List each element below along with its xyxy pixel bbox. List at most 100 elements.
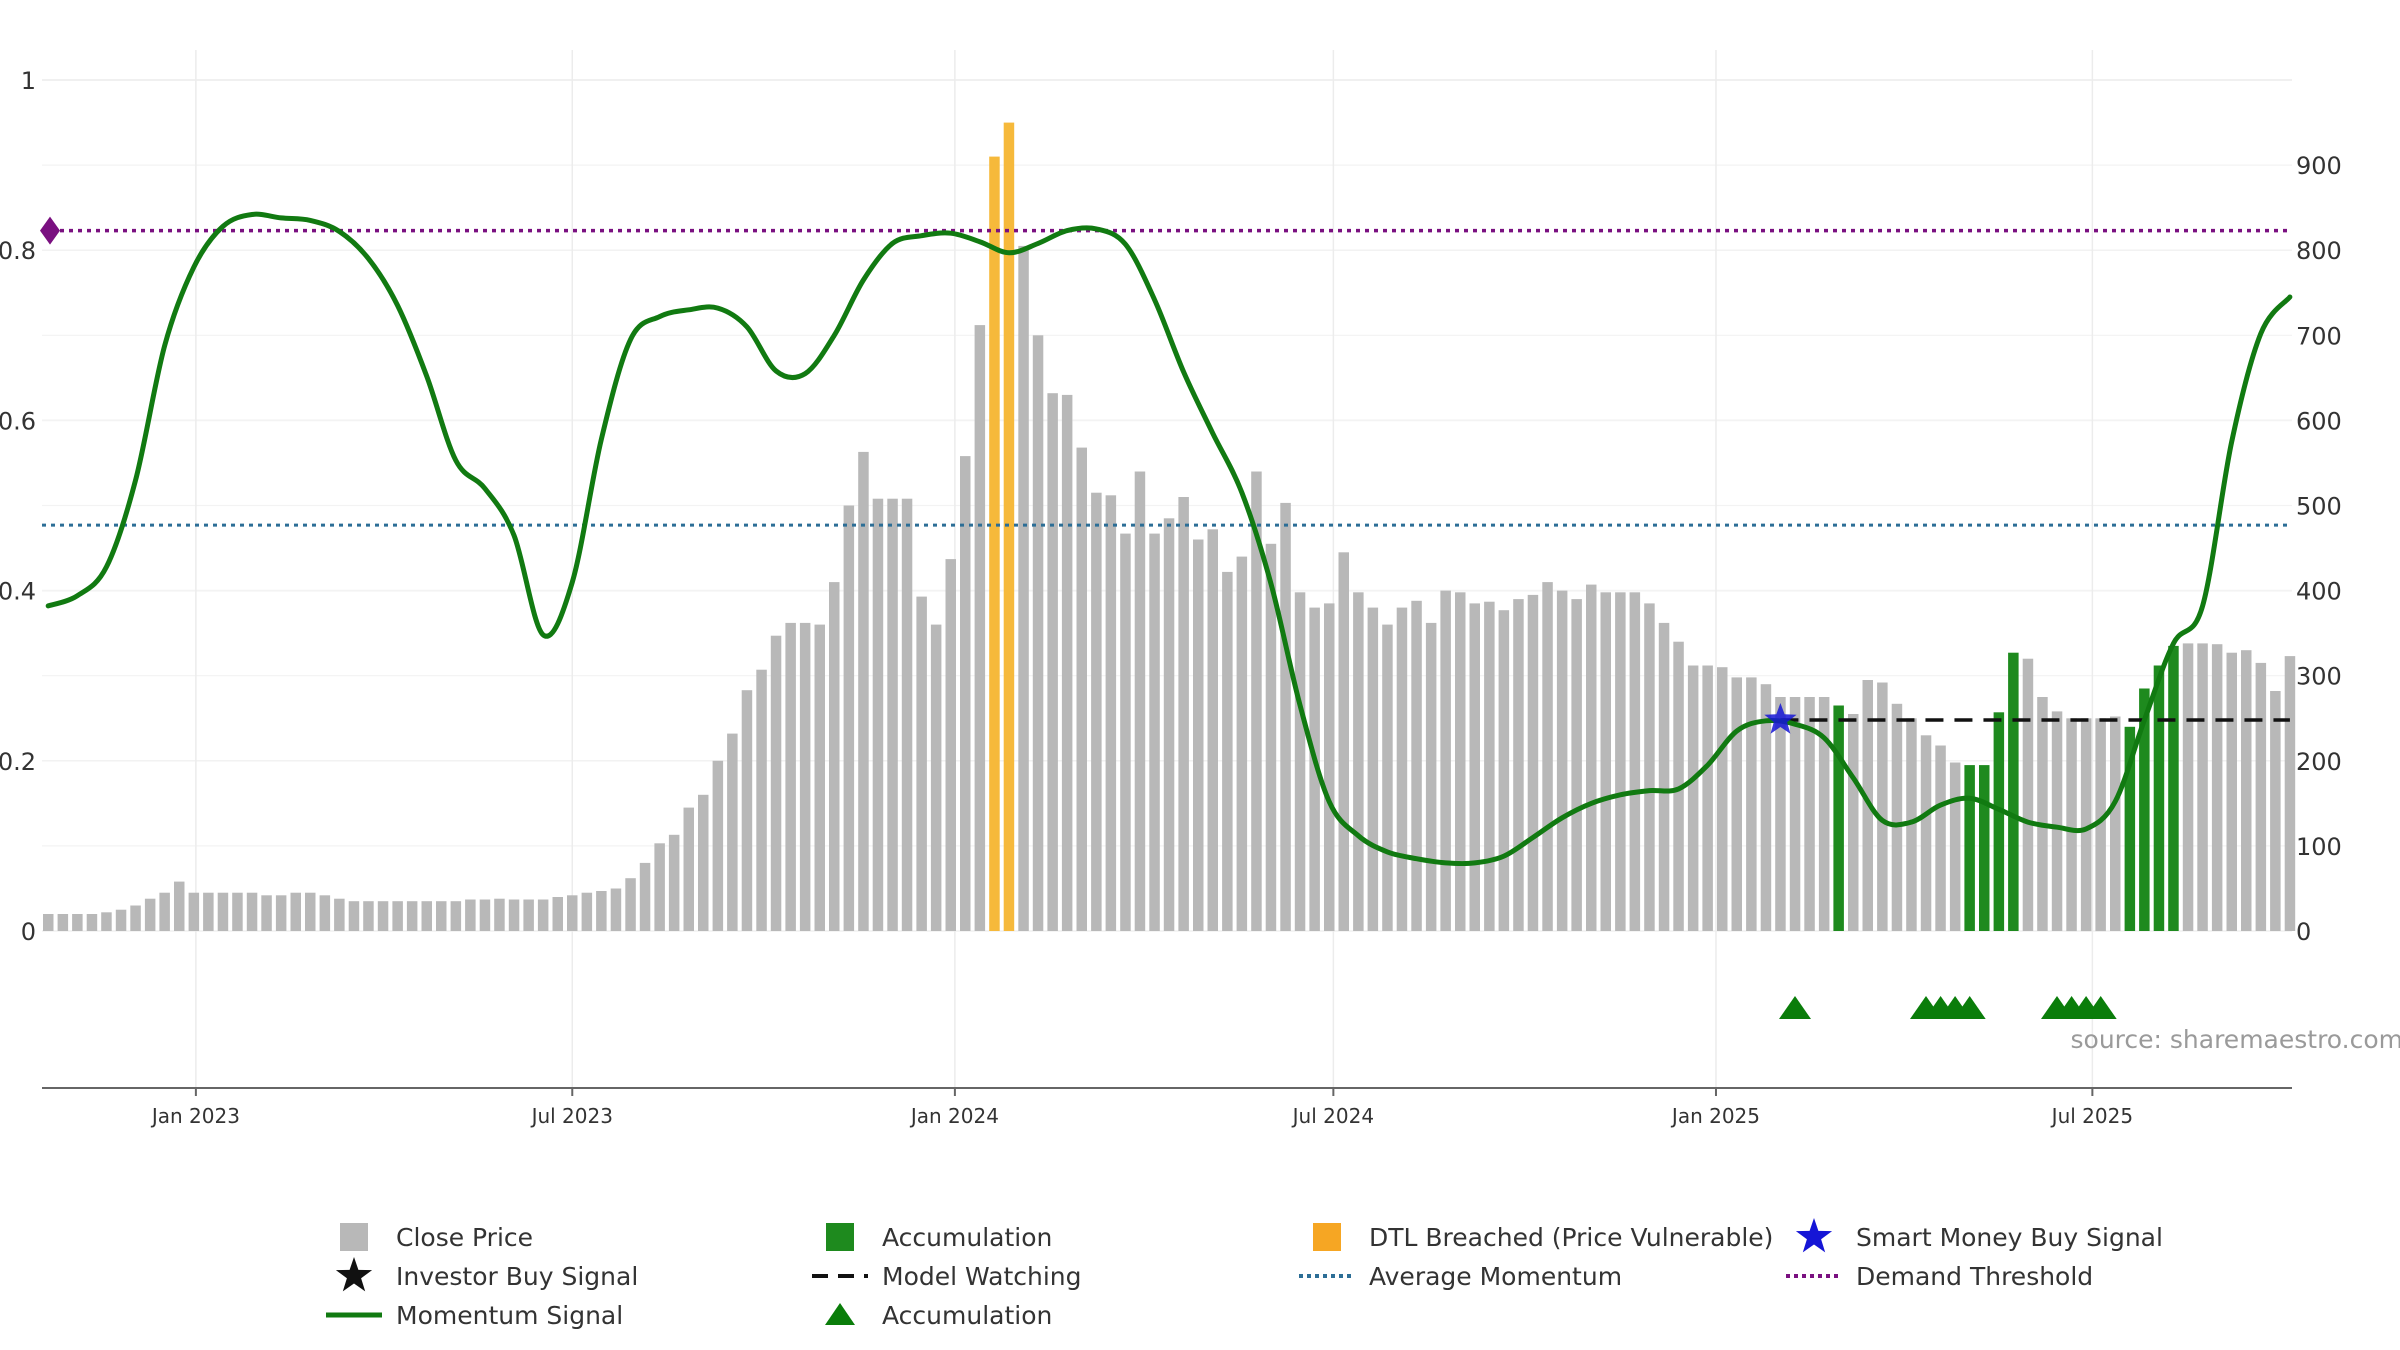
close-price-bar	[1265, 543, 1277, 931]
close-price-bar	[654, 843, 665, 931]
accumulation-bar	[1993, 712, 2005, 931]
close-price-bar	[639, 862, 651, 931]
close-price-bar	[727, 733, 738, 931]
left-y-tick-label: 0.6	[0, 407, 36, 435]
close-price-bar	[552, 897, 563, 931]
close-price-bar	[1702, 665, 1713, 931]
close-price-bar	[683, 807, 694, 931]
accumulation-bar	[2139, 688, 2150, 931]
accumulation-triangle	[2084, 996, 2117, 1019]
left-y-tick-label: 0.4	[0, 578, 36, 606]
close-price-bar	[1804, 697, 1815, 931]
close-price-bar	[1542, 582, 1553, 931]
right-y-tick-label: 100	[2296, 833, 2342, 861]
close-price-bar	[1091, 492, 1102, 931]
close-price-bar	[174, 881, 185, 931]
close-price-bar	[741, 690, 753, 931]
close-price-bar	[1775, 697, 1786, 931]
legend-label: DTL Breached (Price Vulnerable)	[1369, 1223, 1773, 1252]
close-price-bar	[246, 892, 258, 931]
right-y-tick-label: 400	[2296, 578, 2342, 606]
signal-markers	[1764, 703, 2117, 1019]
accumulation-triangle	[1779, 996, 1811, 1019]
close-price-bar	[261, 895, 272, 931]
right-y-tick-label: 300	[2296, 663, 2342, 691]
close-price-bar	[290, 892, 301, 931]
accumulation-bar	[1833, 705, 1844, 931]
close-price-bar	[2182, 643, 2194, 931]
close-price-bar	[1324, 603, 1335, 931]
close-price-bar	[814, 624, 825, 931]
close-price-bar	[1658, 622, 1670, 931]
close-price-bar	[1615, 592, 1626, 931]
accumulation-bar	[2008, 652, 2019, 931]
close-price-bar	[1178, 497, 1189, 931]
right-y-tick-label: 200	[2296, 748, 2342, 776]
close-price-bar	[479, 899, 491, 931]
legend-triangle-icon	[825, 1303, 855, 1325]
close-price-bar	[1586, 584, 1597, 931]
legend: Close Price Accumulation DTL Breached (Pri…	[326, 1218, 2163, 1330]
close-price-bar	[305, 892, 316, 931]
close-price-bar	[232, 892, 243, 931]
close-price-bar	[86, 914, 98, 931]
close-price-bar	[1746, 677, 1757, 931]
close-price-bar	[1877, 682, 1888, 931]
close-price-bar	[392, 901, 403, 931]
close-price-bar	[159, 892, 170, 931]
close-price-bar	[2022, 658, 2034, 931]
close-price-bar	[2197, 643, 2208, 931]
close-price-bar	[217, 892, 229, 931]
close-price-bar	[1367, 607, 1379, 931]
close-price-bar	[872, 498, 884, 931]
close-price-bar	[829, 582, 840, 931]
close-price-bar	[1731, 677, 1742, 931]
close-price-bar	[1935, 745, 1946, 931]
close-price-bar	[1484, 601, 1495, 931]
close-price-bar	[1629, 592, 1641, 931]
close-price-bar	[1338, 552, 1349, 931]
x-tick-label: Jan 2023	[150, 1104, 240, 1128]
close-price-bar	[1527, 594, 1539, 931]
close-price-bar	[1513, 599, 1524, 931]
close-price-bar	[43, 914, 54, 931]
close-price-bar	[2255, 662, 2267, 931]
close-price-bar	[2037, 697, 2048, 931]
close-price-bar	[523, 899, 534, 931]
close-price-bar	[2066, 718, 2077, 932]
demand-threshold-marker	[40, 216, 60, 245]
x-tick-label: Jul 2023	[530, 1104, 613, 1128]
close-price-bar	[1149, 533, 1160, 931]
legend-label: Demand Threshold	[1856, 1262, 2093, 1291]
close-price-bar	[2110, 716, 2121, 931]
close-price-bar	[843, 505, 855, 931]
close-price-bar	[1309, 607, 1320, 931]
close-price-bar	[1236, 556, 1248, 931]
accumulation-bar	[2153, 665, 2165, 931]
momentum-signal-line	[45, 211, 2293, 867]
smart-money-buy-star	[1764, 703, 1797, 734]
close-price-bar	[1105, 495, 1117, 931]
close-price-bar	[2241, 650, 2252, 931]
x-tick-label: Jul 2025	[2050, 1104, 2133, 1128]
dtl-breached-bar	[1003, 122, 1015, 932]
close-price-bar	[1556, 590, 1568, 931]
close-price-bar	[1032, 335, 1044, 931]
reference-lines	[40, 216, 2292, 722]
momentum-signal-path	[45, 211, 2293, 867]
close-price-bar	[1789, 697, 1801, 931]
legend-swatch	[1313, 1223, 1341, 1251]
close-price-bars	[43, 122, 2296, 932]
dtl-breached-bar	[989, 156, 1000, 932]
close-price-bar	[203, 892, 214, 931]
close-price-bar	[508, 899, 520, 931]
close-price-bar	[1848, 714, 1859, 931]
close-price-bar	[858, 451, 869, 931]
close-price-bar	[625, 878, 636, 931]
x-tick-label: Jan 2024	[909, 1104, 999, 1128]
close-price-bar	[1222, 571, 1233, 931]
close-price-bar	[57, 914, 69, 931]
legend-star-icon	[335, 1257, 373, 1292]
right-y-tick-label: 0	[2296, 918, 2311, 946]
close-price-bar	[1440, 590, 1451, 931]
